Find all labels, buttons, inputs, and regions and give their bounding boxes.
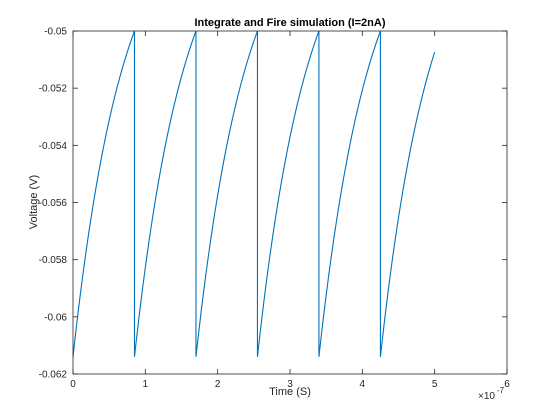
x-tick-label: 2 — [215, 379, 221, 390]
x-exponent-power: -7 — [497, 386, 505, 395]
chart-title: Integrate and Fire simulation (I=2nA) — [194, 17, 385, 29]
y-ticks: -0.062 -0.06 -0.058 -0.056 -0.054 -0.052 -0.05 — [39, 27, 507, 381]
x-tick-label: 6 — [504, 379, 510, 390]
x-tick-label: 0 — [70, 379, 76, 390]
y-tick-label: -0.06 — [44, 312, 67, 323]
x-tick-label: 4 — [360, 379, 366, 390]
x-exponent-label: ×10 — [478, 391, 495, 402]
y-tick-label: -0.052 — [39, 84, 68, 95]
y-tick-label: -0.058 — [39, 255, 68, 266]
series-line — [72, 30, 436, 357]
x-tick-label: 3 — [287, 379, 293, 390]
x-ticks: 0 1 2 3 4 5 6 — [70, 31, 510, 390]
y-tick-label: -0.05 — [44, 27, 67, 38]
y-tick-label: -0.054 — [39, 141, 68, 152]
series-layer — [72, 30, 436, 357]
plot-area — [73, 31, 507, 374]
x-tick-label: 5 — [432, 379, 438, 390]
x-tick-label: 1 — [143, 379, 149, 390]
x-axis-label: Time (S) — [269, 386, 311, 398]
y-tick-label: -0.062 — [39, 370, 68, 381]
y-tick-label: -0.056 — [39, 198, 68, 209]
y-axis-label: Voltage (V) — [28, 175, 40, 229]
